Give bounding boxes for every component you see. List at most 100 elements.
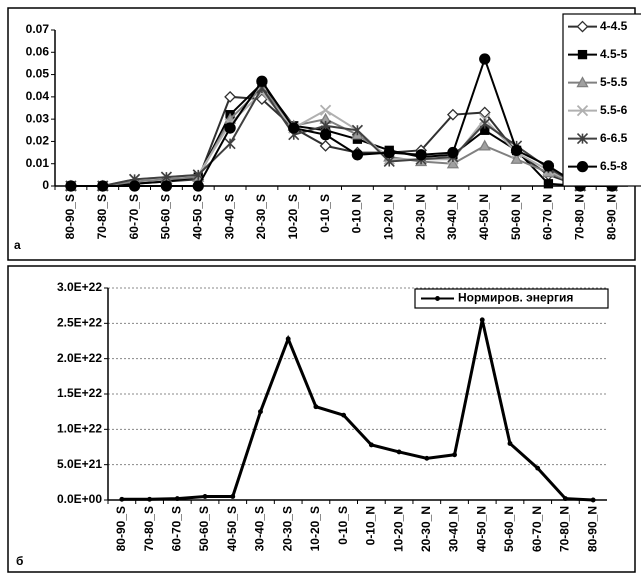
marker [576,104,589,117]
series-line [70,55,613,187]
marker [447,146,459,159]
marker [479,118,491,130]
marker [576,76,589,88]
x-tick-label: 0-10_S [318,194,332,233]
marker [577,49,588,60]
legend-box [414,288,609,309]
panel-label: а [14,238,21,252]
marker [435,296,440,301]
x-tick-label: 60-70_S [127,194,141,239]
marker [128,180,141,192]
marker [147,496,153,502]
marker [319,129,332,141]
marker [160,180,173,192]
marker [65,180,77,192]
legend-label: Нормиров. энергия [458,291,573,305]
panel-label: б [16,554,23,568]
y-tick-label: 0.03 [26,111,50,125]
x-tick-label: 20-30_S [254,194,268,239]
legend-label: 6.5-8 [600,159,628,173]
x-tick-label: 60-70_S [169,506,183,551]
marker [285,336,291,342]
x-tick-label: 80-90_S [63,194,77,239]
marker [479,53,491,65]
marker [288,122,300,134]
x-tick-label: 50-60_N [509,194,523,240]
marker [383,146,395,159]
legend-label: 4-4.5 [600,19,628,33]
marker [479,317,485,323]
x-tick-label: 20-30_N [419,506,433,552]
series-line [70,81,613,187]
y-tick-label: 0.04 [26,89,50,103]
panel-frame [7,265,636,573]
x-tick-label: 30-40_N [445,194,459,240]
marker [368,442,374,448]
x-tick-label: 70-80_S [142,506,156,551]
marker [396,449,402,455]
legend-label: 5-5.5 [600,75,628,89]
series-line [121,319,594,502]
marker [174,496,180,502]
marker [478,106,491,119]
x-tick-label: 70-80_N [572,194,586,240]
marker [230,494,236,499]
y-tick-label: 0.02 [26,134,50,148]
series-line [70,86,613,187]
x-tick-label: 30-40_S [253,506,267,551]
legend-box [562,13,641,187]
y-tick-label: 2.5E+22 [57,316,102,330]
x-tick-label: 0-10_N [350,194,364,233]
marker [510,144,523,156]
marker [415,149,427,161]
legend-label: 5.5-6 [600,103,628,117]
y-tick-label: 1.0E+22 [57,422,102,436]
marker [351,149,364,161]
y-tick-label: 5.0E+21 [57,457,102,471]
y-tick-label: 0.05 [26,67,50,81]
series-line [70,90,613,187]
marker [543,179,554,189]
x-tick-label: 70-80_N [558,506,572,552]
legend-label: 6-6.5 [600,131,628,145]
x-tick-label: 0-10_S [336,506,350,545]
marker [576,160,589,173]
y-tick-label: 0.07 [26,22,50,36]
x-tick-label: 40-50_N [474,506,488,552]
marker [535,465,541,471]
x-tick-label: 40-50_S [190,194,204,239]
marker [224,138,236,150]
marker [510,152,523,164]
marker [224,122,236,134]
marker [319,139,332,152]
x-tick-label: 80-90_N [604,194,618,240]
x-tick-label: 40-50_S [225,506,239,551]
marker [192,180,204,192]
marker [446,108,459,121]
marker [446,157,460,169]
marker [313,404,319,410]
x-tick-label: 10-20_S [308,506,322,551]
marker [590,497,596,503]
y-tick-label: 0.06 [26,44,50,58]
x-tick-label: 10-20_N [381,194,395,240]
series-line [70,86,613,187]
marker [224,90,237,103]
marker [542,160,555,172]
marker [256,75,268,87]
marker [341,412,347,418]
x-tick-label: 40-50_N [477,194,491,240]
marker [351,124,363,136]
marker [452,452,457,458]
marker [424,455,430,461]
marker [562,496,568,502]
x-tick-label: 10-20_S [286,194,300,239]
marker [478,139,491,151]
series-line [70,95,613,187]
x-tick-label: 60-70_N [541,194,555,240]
x-tick-label: 60-70_N [530,506,544,552]
y-tick-label: 2.0E+22 [57,351,102,365]
x-tick-label: 20-30_N [413,194,427,240]
y-tick-label: 1.5E+22 [57,386,102,400]
marker [319,104,332,116]
